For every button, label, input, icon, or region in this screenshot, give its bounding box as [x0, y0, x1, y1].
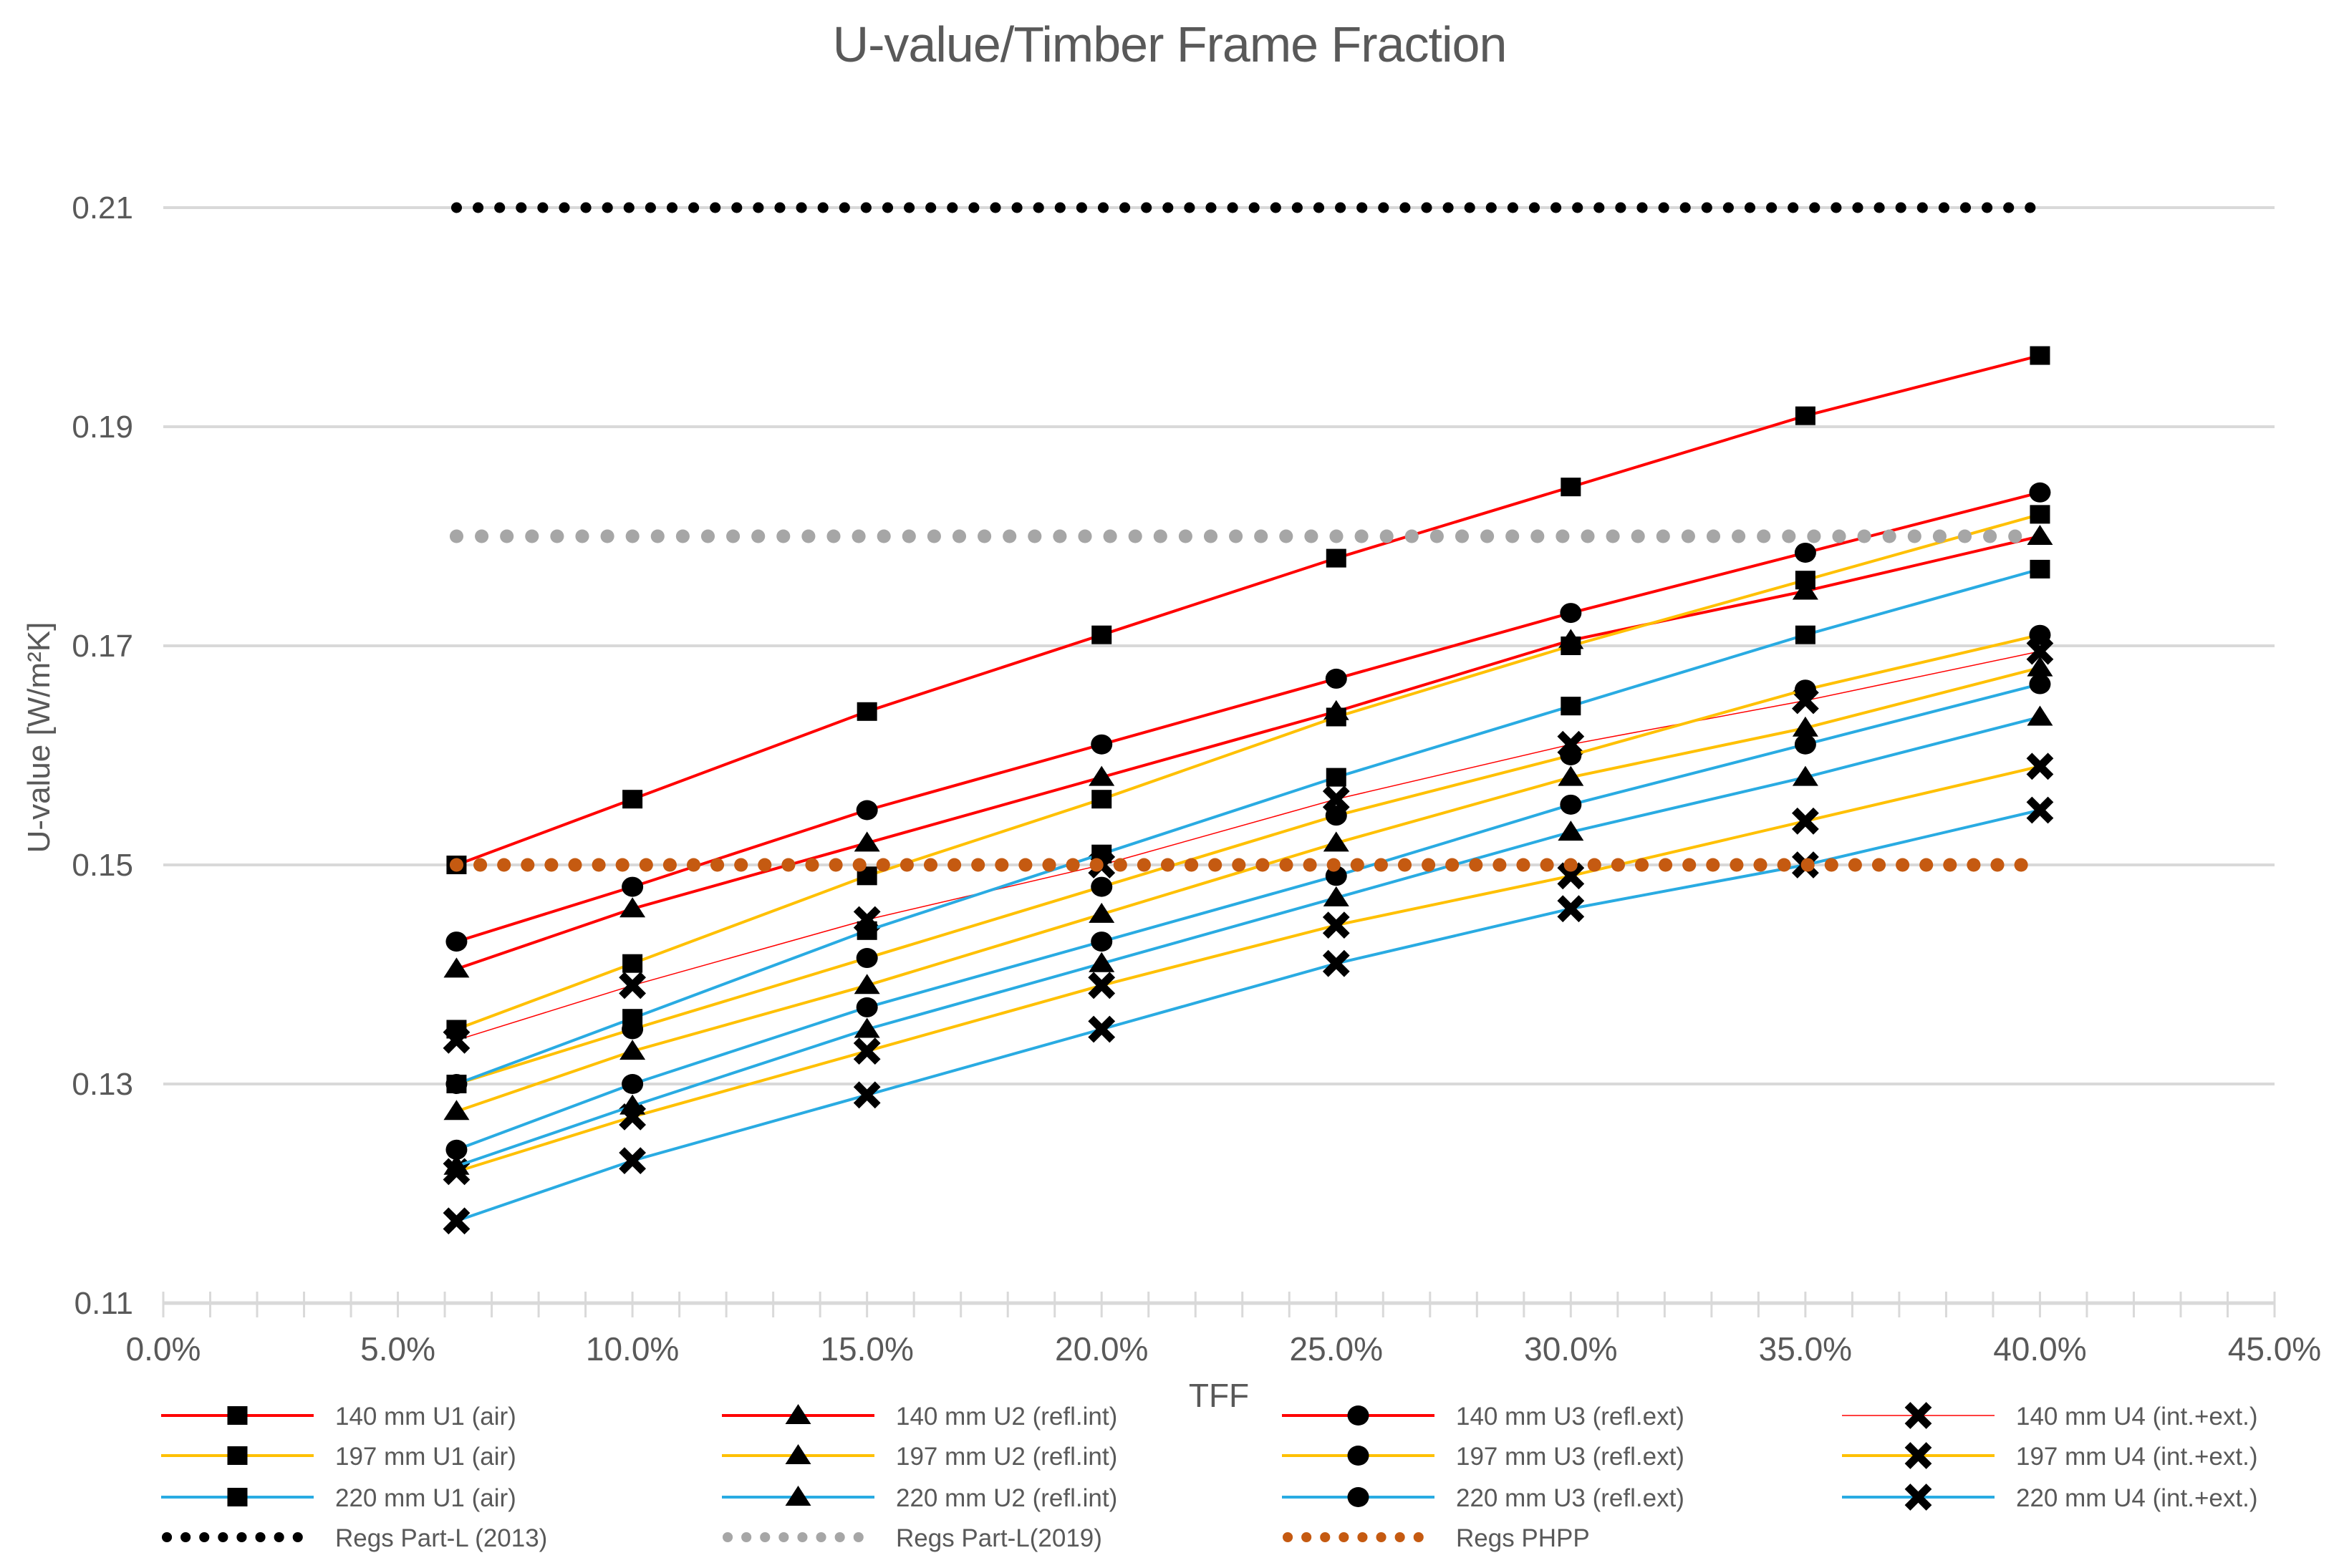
legend-label: Regs Part-L (2013) — [335, 1524, 547, 1552]
legend-item-197-mm-u3-refl-ext: 197 mm U3 (refl.ext) — [1282, 1443, 1684, 1471]
legend-label: 197 mm U2 (refl.int) — [896, 1443, 1117, 1471]
legend-label: Regs Part-L(2019) — [896, 1524, 1102, 1552]
x-tick-label: 0.0% — [126, 1330, 201, 1368]
legend-label: 140 mm U4 (int.+ext.) — [2016, 1403, 2257, 1431]
gridlines: 0.11 0.13 0.15 0.17 0.19 0.21 — [72, 190, 2275, 1321]
legend-item-197-mm-u1-air: 197 mm U1 (air) — [161, 1443, 516, 1471]
series-140-mm-u3-refl-ext — [445, 482, 2051, 952]
x-axis: 0.0% 5.0% 10.0% 15.0% 20.0% 25.0% 30.0% 35.0% 40… — [126, 1292, 2321, 1368]
legend-label: 220 mm U1 (air) — [335, 1484, 516, 1512]
series-220-mm-u4-int-ext — [443, 796, 2054, 1235]
series-197-mm-u1-air — [446, 505, 2050, 1039]
legend-item-140-mm-u4-int-ext: 140 mm U4 (int.+ext.) — [1842, 1402, 2257, 1431]
legend-item-220-mm-u3-refl-ext: 220 mm U3 (refl.ext) — [1282, 1484, 1684, 1512]
series-220-mm-u3-refl-ext — [445, 674, 2051, 1160]
legend-item-197-mm-u2-refl-int: 197 mm U2 (refl.int) — [722, 1443, 1117, 1471]
legend-label: 140 mm U3 (refl.ext) — [1456, 1403, 1684, 1431]
y-tick-label: 0.17 — [72, 629, 133, 664]
legend-label: 197 mm U1 (air) — [335, 1443, 516, 1471]
legend-item-140-mm-u3-refl-ext: 140 mm U3 (refl.ext) — [1282, 1403, 1684, 1431]
series-220-mm-u1-air — [446, 559, 2050, 1093]
legend-item-220-mm-u4-int-ext: 220 mm U4 (int.+ext.) — [1842, 1484, 2257, 1512]
legend-item-regs-phpp: Regs PHPP — [1283, 1524, 1590, 1552]
legend-label: 220 mm U3 (refl.ext) — [1456, 1484, 1684, 1512]
legend-item-220-mm-u1-air: 220 mm U1 (air) — [161, 1484, 516, 1512]
y-tick-label: 0.13 — [72, 1067, 133, 1102]
legend: 140 mm U1 (air) 140 mm U2 (refl.int) 140 m… — [161, 1402, 2257, 1552]
series-197-mm-u2-refl-int — [443, 656, 2053, 1121]
x-tick-label: 15.0% — [820, 1330, 913, 1368]
legend-item-regs-part-l-2013: Regs Part-L (2013) — [162, 1524, 547, 1552]
x-axis-title: TFF — [1188, 1377, 1250, 1414]
legend-item-197-mm-u4-int-ext: 197 mm U4 (int.+ext.) — [1842, 1442, 2257, 1471]
series-140-mm-u1-air — [446, 346, 2050, 874]
x-tick-label: 10.0% — [586, 1330, 679, 1368]
y-tick-label: 0.11 — [74, 1286, 133, 1321]
legend-label: Regs PHPP — [1456, 1524, 1590, 1552]
legend-label: 197 mm U3 (refl.ext) — [1456, 1443, 1684, 1471]
legend-item-220-mm-u2-refl-int: 220 mm U2 (refl.int) — [722, 1484, 1117, 1512]
x-tick-label: 45.0% — [2228, 1330, 2321, 1368]
y-tick-label: 0.19 — [72, 410, 133, 445]
legend-label: 197 mm U4 (int.+ext.) — [2016, 1443, 2257, 1471]
legend-label: 140 mm U2 (refl.int) — [896, 1403, 1117, 1431]
x-tick-label: 40.0% — [1993, 1330, 2086, 1368]
x-tick-label: 30.0% — [1524, 1330, 1617, 1368]
legend-label: 140 mm U1 (air) — [335, 1403, 516, 1431]
legend-label: 220 mm U4 (int.+ext.) — [2016, 1484, 2257, 1512]
legend-item-140-mm-u1-air: 140 mm U1 (air) — [161, 1403, 516, 1431]
y-tick-label: 0.21 — [72, 190, 133, 226]
legend-label: 220 mm U2 (refl.int) — [896, 1484, 1117, 1512]
x-tick-label: 20.0% — [1055, 1330, 1148, 1368]
y-tick-label: 0.15 — [72, 848, 133, 883]
x-tick-label: 35.0% — [1759, 1330, 1852, 1368]
legend-item-regs-part-l-2019: Regs Part-L(2019) — [723, 1524, 1102, 1552]
series-220-mm-u2-refl-int — [443, 705, 2053, 1175]
x-tick-label: 25.0% — [1290, 1330, 1383, 1368]
chart-title: U-value/Timber Frame Fraction — [832, 16, 1508, 72]
legend-item-140-mm-u2-refl-int: 140 mm U2 (refl.int) — [722, 1403, 1117, 1431]
series-197-mm-u4-int-ext — [443, 752, 2054, 1186]
x-tick-label: 5.0% — [360, 1330, 435, 1368]
